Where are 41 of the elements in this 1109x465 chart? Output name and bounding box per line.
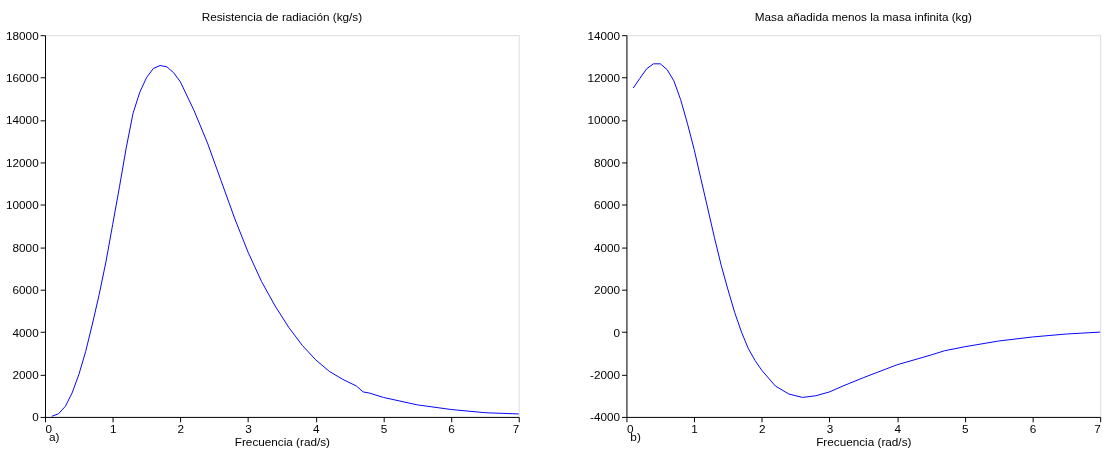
line-series (51, 65, 520, 417)
y-tick-label: 12000 (587, 71, 621, 85)
x-tick-label: 6 (1029, 422, 1037, 436)
y-tick-label: 14000 (6, 113, 40, 127)
x-tick-label: 5 (380, 422, 388, 436)
x-tick-label: 7 (1094, 422, 1101, 436)
y-tick-label: 2000 (12, 367, 40, 381)
x-axis-title: Frecuencia (rad/s) (234, 434, 331, 448)
y-tick-label: -4000 (590, 410, 621, 424)
x-axis-title: Frecuencia (rad/s) (816, 434, 912, 448)
x-tick-label: 3 (826, 422, 834, 436)
x-tick-label: 0 (45, 422, 53, 436)
y-tick-label: 10000 (587, 113, 621, 127)
x-tick-label: 2 (759, 422, 766, 436)
y-tick-label: 12000 (6, 155, 40, 169)
y-tick-label: 14000 (587, 28, 621, 42)
y-tick-label: 2000 (593, 283, 621, 297)
y-tick-label: 4000 (593, 240, 621, 254)
x-tick-label: 4 (312, 422, 320, 436)
x-tick-label: 3 (245, 422, 253, 436)
x-tick-label: 1 (691, 422, 698, 436)
x-tick-label: 6 (448, 422, 456, 436)
chart-title: Masa añadida menos la masa infinita (kg) (754, 9, 972, 23)
y-tick-label: 6000 (12, 283, 40, 297)
x-tick-label: 7 (512, 422, 520, 436)
y-tick-label: 8000 (12, 240, 40, 254)
y-tick-label: 16000 (6, 71, 40, 85)
y-tick-label: 18000 (6, 28, 40, 42)
y-tick-label: -2000 (590, 367, 621, 381)
y-tick-label: 0 (32, 410, 40, 424)
y-tick-label: 4000 (12, 325, 40, 339)
y-tick-label: 6000 (593, 198, 621, 212)
x-tick-label: 5 (962, 422, 970, 436)
x-tick-label: 2 (177, 422, 185, 436)
line-series (632, 63, 1101, 398)
x-tick-label: 4 (894, 422, 902, 436)
x-tick-label: 1 (109, 422, 117, 436)
chart-title: Resistencia de radiación (kg/s) (201, 9, 363, 23)
y-tick-label: 8000 (593, 155, 621, 169)
y-tick-label: 0 (613, 325, 621, 339)
y-tick-label: 10000 (6, 198, 40, 212)
